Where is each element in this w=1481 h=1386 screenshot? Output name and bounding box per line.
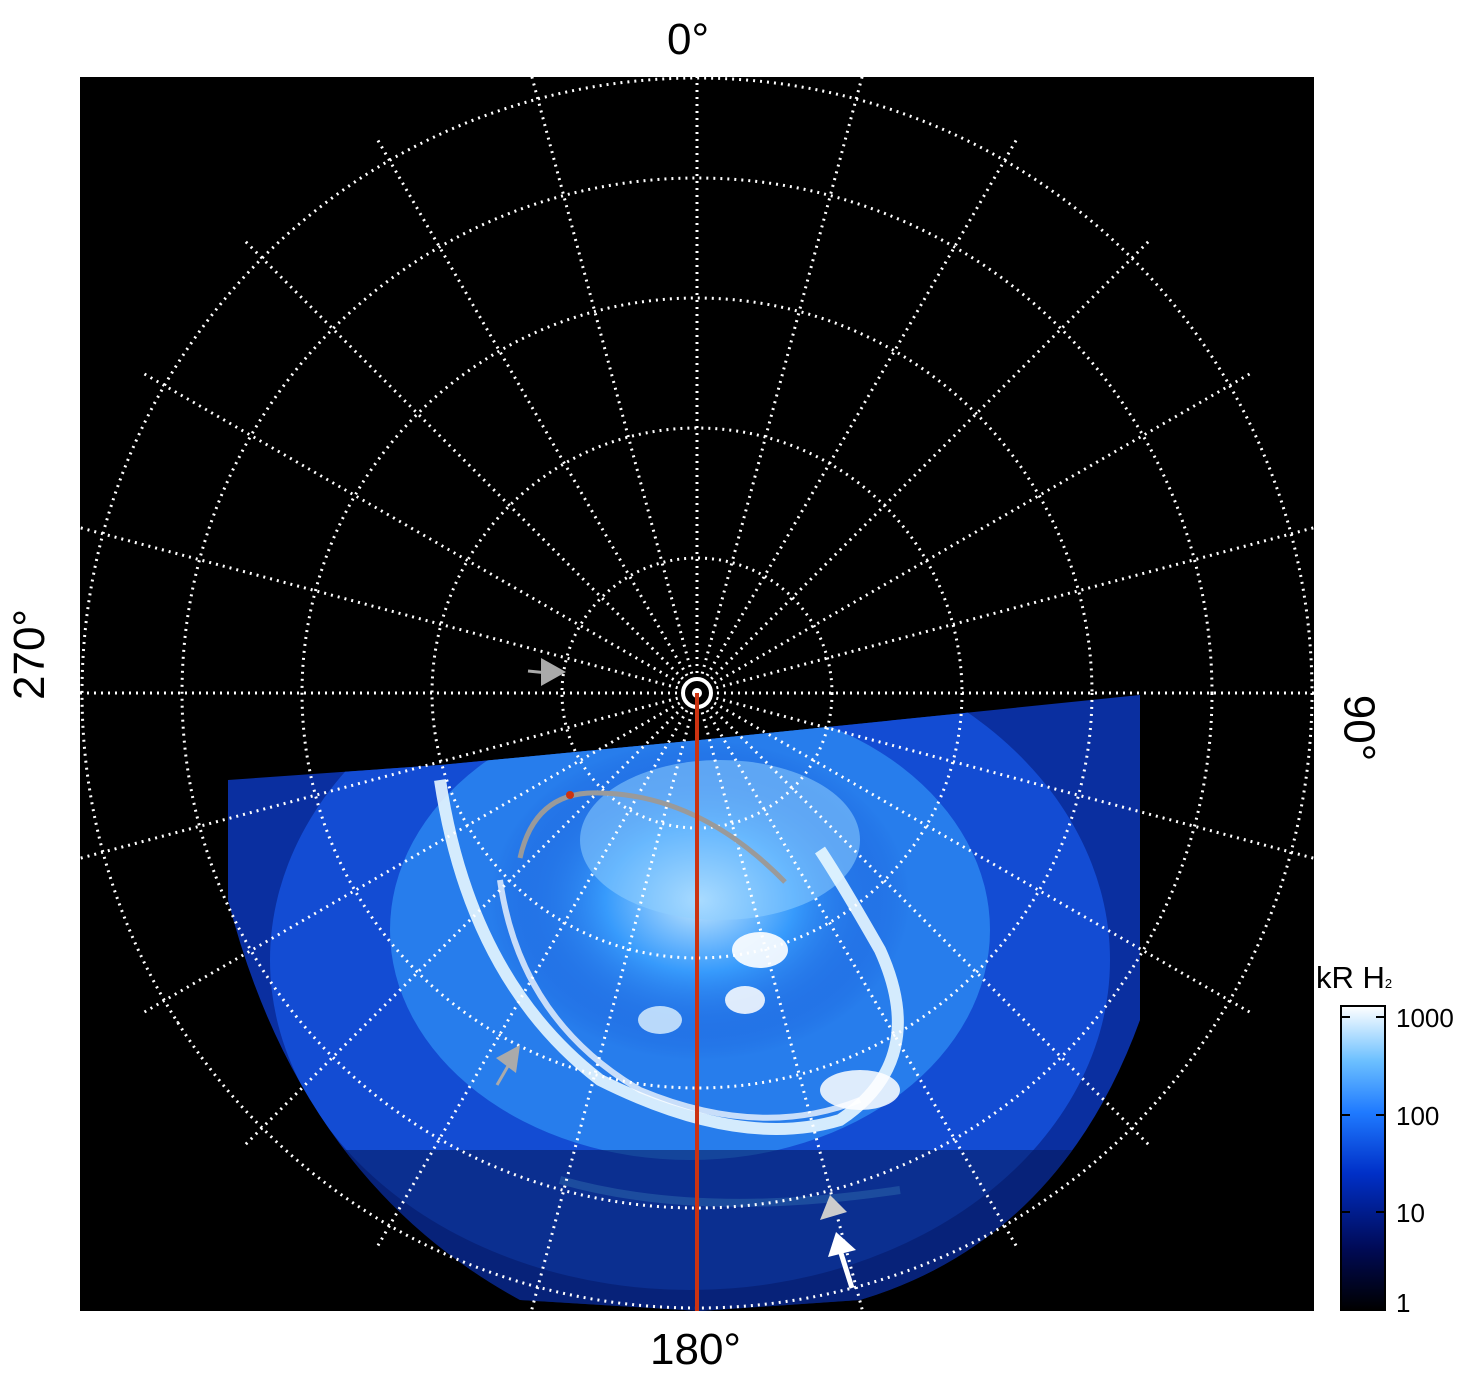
colorbar-tick-label: 10	[1396, 1198, 1425, 1228]
grid-circle	[300, 296, 1094, 1090]
colorbar-ticks	[1341, 1016, 1385, 1213]
gray-arrow-bottom-right	[820, 1195, 847, 1220]
grid-meridian	[713, 701, 1253, 1015]
colorbar-title-main: kR H	[1316, 960, 1385, 995]
grid-meridian	[710, 706, 1151, 1147]
grid-meridian	[375, 709, 689, 1249]
grid-meridian	[705, 137, 1019, 677]
colorbar	[1340, 1005, 1386, 1311]
grid-meridian	[700, 711, 865, 1311]
colorbar-tick-label: 1	[1396, 1288, 1411, 1318]
trace-start-marker	[566, 791, 574, 799]
gray-arrow-lower-left	[495, 1045, 520, 1086]
label-0-degrees: 0°	[667, 15, 710, 64]
grid-meridian	[141, 371, 681, 685]
grid-meridian	[141, 701, 681, 1015]
grid-meridian	[700, 77, 864, 675]
spacecraft-trace	[517, 790, 787, 884]
gray-arrow-upper-left	[527, 658, 566, 686]
colorbar-title: kR H2	[1316, 960, 1392, 996]
grid-meridian	[715, 696, 1314, 860]
label-90-degrees: 90°	[1334, 694, 1384, 762]
colorbar-tick-label: 1000	[1396, 1003, 1454, 1033]
grid-meridian	[243, 706, 684, 1147]
grid-meridian	[715, 526, 1314, 690]
grid-meridian	[713, 371, 1253, 685]
grid-meridian	[530, 77, 694, 675]
white-arrow-bottom-right	[828, 1232, 856, 1289]
grid-meridian	[80, 696, 679, 860]
grid-meridian	[80, 526, 679, 690]
colorbar-title-subscript: 2	[1384, 976, 1393, 991]
latitude-longitude-grid	[80, 77, 1314, 1311]
colorbar-tick-label: 100	[1396, 1101, 1440, 1131]
grid-meridian	[529, 711, 694, 1311]
grid-meridian	[375, 137, 689, 677]
main-auroral-oval	[434, 779, 904, 1135]
grid-meridian	[710, 239, 1151, 680]
label-180-degrees: 180°	[650, 1325, 742, 1374]
grid-circle	[180, 176, 1214, 1210]
label-270-degrees: 270°	[5, 608, 54, 700]
grid-meridian	[705, 709, 1019, 1249]
grid-meridian	[243, 239, 684, 680]
